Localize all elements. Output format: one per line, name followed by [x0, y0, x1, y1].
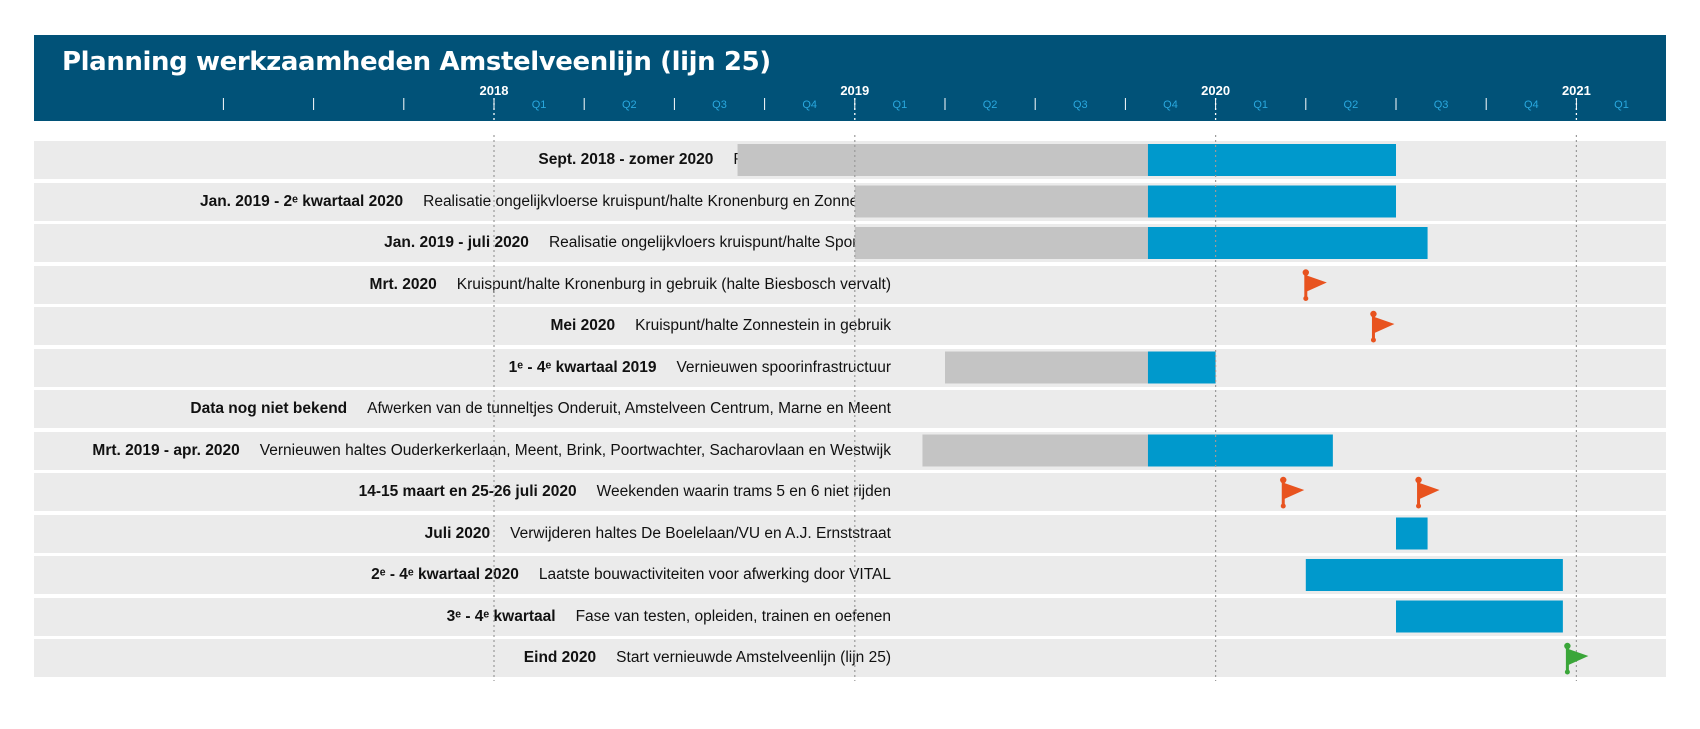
row-label: Jan. 2019 - juli 2020 Realisatie ongelijk…: [384, 224, 891, 262]
row-label: Eind 2020 Start vernieuwde Amstelveenlijn…: [524, 639, 891, 677]
task-date: 3ᵉ - 4ᵉ kwartaal: [446, 607, 556, 625]
task-label: Start vernieuwde Amstelveenlijn (lijn 25…: [616, 649, 891, 666]
task-label: Afwerken van de tunneltjes Onderuit, Ams…: [367, 400, 891, 417]
task-label: Fase van testen, opleiden, trainen en oe…: [575, 607, 891, 625]
task-date: 14-15 maart en 25-26 juli 2020: [358, 483, 577, 500]
task-row: Juli 2020 Verwijderen haltes De Boelelaan…: [34, 514, 1666, 553]
flag-cloth: [1374, 317, 1395, 333]
preparation-bar: [922, 434, 1148, 467]
preparation-bar: [854, 185, 1148, 218]
task-row: Mrt. 2019 - apr. 2020 Vernieuwen haltes O…: [34, 431, 1666, 470]
task-label: Realisatie ongelijkvloers kruispunt/halt…: [548, 234, 891, 251]
task-label: Kruispunt/halte Kronenburg in gebruik (h…: [456, 275, 891, 293]
execution-bar: [1305, 559, 1563, 591]
task-label: Laatste bouwactiviteiten voor afwerking …: [538, 566, 891, 583]
execution-bar: [1396, 600, 1563, 633]
row-label: Mrt. 2020 Kruispunt/halte Kronenburg in g…: [370, 266, 891, 304]
execution-bar: [1147, 144, 1396, 176]
preparation-bar: [737, 144, 1148, 176]
flag-pole-base: [1303, 296, 1309, 301]
task-date: Jan. 2019 - 2ᵉ kwartaal 2020: [199, 192, 404, 210]
row-label: Juli 2020 Verwijderen haltes De Boelelaan…: [425, 515, 891, 553]
flag-pole-base: [1416, 503, 1422, 509]
row-label: 1ᵉ - 4ᵉ kwartaal 2019 Vernieuwen spoorinf…: [509, 349, 891, 387]
row-label: Jan. 2019 - 2ᵉ kwartaal 2020 Realisatie o…: [200, 183, 891, 221]
task-date: Mrt. 2020: [369, 275, 437, 293]
row-label: 3ᵉ - 4ᵉ kwartaal Fase van testen, opleide…: [447, 598, 891, 636]
quarter-label: Q2: [1344, 99, 1359, 111]
quarter-label: Q2: [622, 99, 637, 111]
row-label: 14-15 maart en 25-26 juli 2020 Weekenden …: [359, 473, 891, 511]
task-date: Mei 2020: [550, 317, 616, 334]
flag-pole-base: [1564, 669, 1570, 675]
quarter-label: Q1: [1253, 99, 1268, 111]
quarter-label: Q3: [1073, 99, 1088, 111]
task-label: Weekenden waarin trams 5 en 6 niet rijde…: [596, 483, 891, 500]
task-row: Mrt. 2020 Kruispunt/halte Kronenburg in g…: [34, 265, 1666, 304]
task-date: 2ᵉ - 4ᵉ kwartaal 2020: [371, 566, 519, 583]
milestone-flag-icon: [1302, 269, 1327, 301]
start-flag-icon: [1564, 642, 1589, 675]
task-row: Eind 2020 Start vernieuwde Amstelveenlijn…: [34, 639, 1666, 677]
quarter-label: Q3: [712, 99, 727, 111]
task-date: Sept. 2018 - zomer 2020: [538, 151, 714, 168]
task-date: Juli 2020: [424, 524, 491, 542]
quarter-label: Q4: [1524, 99, 1539, 111]
flag-pole-top: [1370, 310, 1377, 318]
chart-title: Planning werkzaamheden Amstelveenlijn (l…: [62, 47, 771, 77]
task-label: Vernieuwen haltes Ouderkerkerlaan, Meent…: [259, 441, 891, 459]
row-label: Mrt. 2019 - apr. 2020 Vernieuwen haltes O…: [92, 432, 891, 470]
row-label: Data nog niet bekend Afwerken van de tunn…: [190, 390, 891, 428]
flag-pole-top: [1564, 642, 1571, 650]
preparation-bar: [854, 227, 1148, 259]
task-date: 1ᵉ - 4ᵉ kwartaal 2019: [508, 358, 657, 376]
task-row: Data nog niet bekend Afwerken van de tunn…: [34, 390, 1666, 428]
quarter-label: Q3: [1434, 99, 1449, 111]
flag-cloth: [1419, 483, 1440, 499]
year-label: 2020: [1201, 83, 1230, 98]
quarter-label: Q4: [802, 99, 817, 111]
execution-bar: [1147, 227, 1428, 259]
task-label: Verwijderen haltes De Boelelaan/VU en A.…: [510, 524, 891, 542]
row-label: Mei 2020 Kruispunt/halte Zonnestein in ge…: [550, 307, 891, 345]
task-date: Eind 2020: [523, 649, 597, 666]
task-label: Vernieuwen spoorinfrastructuur: [676, 358, 891, 376]
task-date: Data nog niet bekend: [190, 400, 348, 417]
execution-bar: [1147, 351, 1216, 384]
flag-cloth: [1568, 649, 1589, 665]
row-label: 2ᵉ - 4ᵉ kwartaal 2020 Laatste bouwactivit…: [371, 556, 891, 594]
task-date: Mrt. 2019 - apr. 2020: [92, 441, 240, 459]
execution-bar: [1396, 517, 1428, 550]
chart-header: Planning werkzaamheden Amstelveenlijn (l…: [34, 35, 1666, 121]
quarter-label: Q1: [532, 99, 547, 111]
flag-pole-top: [1415, 476, 1422, 484]
year-label: 2021: [1562, 83, 1591, 98]
flag-pole-top: [1302, 269, 1310, 276]
task-label: Kruispunt/halte Zonnestein in gebruik: [635, 317, 891, 334]
execution-bar: [1147, 434, 1333, 467]
flag-pole-base: [1370, 337, 1376, 343]
year-label: 2019: [840, 83, 869, 98]
task-row: 14-15 maart en 25-26 juli 2020 Weekenden …: [34, 473, 1666, 511]
task-row: 3ᵉ - 4ᵉ kwartaal Fase van testen, opleide…: [34, 597, 1666, 636]
task-row: 1ᵉ - 4ᵉ kwartaal 2019 Vernieuwen spoorinf…: [34, 348, 1666, 387]
flag-cloth: [1284, 483, 1305, 499]
quarter-label: Q2: [983, 99, 998, 111]
milestone-flag-icon: [1415, 476, 1440, 509]
milestone-flag-icon: [1280, 476, 1305, 509]
execution-bar: [1147, 185, 1396, 218]
flag-cloth: [1306, 275, 1327, 292]
preparation-bar: [945, 351, 1148, 384]
milestone-flag-icon: [1370, 310, 1395, 343]
flag-pole-top: [1280, 476, 1287, 484]
task-date: Jan. 2019 - juli 2020: [384, 234, 529, 251]
task-row: Mei 2020 Kruispunt/halte Zonnestein in ge…: [34, 307, 1666, 345]
flag-pole-base: [1280, 503, 1286, 509]
year-label: 2018: [480, 83, 509, 98]
task-label: Realisatie ongelijkvloerse kruispunt/hal…: [423, 192, 891, 210]
quarter-label: Q1: [893, 99, 908, 111]
quarter-label: Q4: [1163, 99, 1178, 111]
quarter-label: Q1: [1614, 99, 1629, 111]
